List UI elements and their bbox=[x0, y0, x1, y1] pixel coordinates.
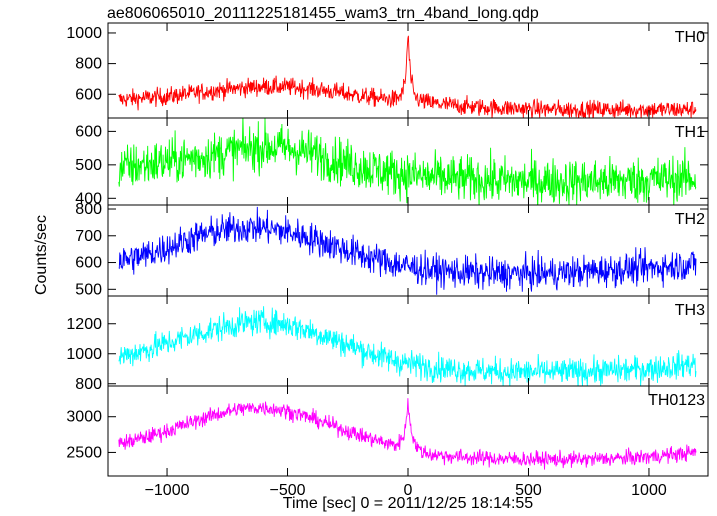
y-tick-label: 2500 bbox=[66, 444, 102, 461]
x-tick-label: 500 bbox=[515, 482, 542, 499]
x-axis-label: Time [sec] 0 = 2011/12/25 18:14:55 bbox=[282, 495, 534, 512]
y-tick-label: 1000 bbox=[66, 346, 102, 363]
panel-th0: 600 800 1000 TH0 bbox=[66, 22, 709, 119]
x-tick-label: 1000 bbox=[631, 482, 667, 499]
y-tick-label: 600 bbox=[75, 86, 102, 103]
chart-title: ae806065010_20111225181455_wam3_trn_4ban… bbox=[107, 5, 539, 22]
series-line-th0123 bbox=[118, 398, 697, 470]
panel-label-th0: TH0 bbox=[675, 29, 705, 46]
series-line-th0 bbox=[118, 35, 697, 118]
panel-label-th3: TH3 bbox=[675, 302, 705, 319]
y-tick-label: 1000 bbox=[66, 25, 102, 42]
y-tick-label: 600 bbox=[75, 123, 102, 140]
panel-frame bbox=[107, 204, 709, 297]
panel-th0123: 2500 3000 TH0123 bbox=[66, 385, 709, 477]
panel-label-th2: TH2 bbox=[675, 211, 705, 228]
panel-th1: 400 500 600 TH1 bbox=[75, 117, 709, 207]
panel-th2: 500 600 700 800 TH2 bbox=[75, 201, 709, 298]
y-tick-label: 500 bbox=[75, 281, 102, 298]
series-line-th2 bbox=[118, 206, 697, 295]
y-tick-label: 800 bbox=[75, 201, 102, 218]
y-tick-label: 800 bbox=[75, 376, 102, 393]
y-tick-label: 500 bbox=[75, 157, 102, 174]
y-tick-label: 700 bbox=[75, 228, 102, 245]
x-tick-label: −500 bbox=[269, 482, 305, 499]
x-tick-label: 0 bbox=[404, 482, 413, 499]
y-tick-label: 1200 bbox=[66, 316, 102, 333]
series-line-th3 bbox=[118, 306, 697, 386]
y-tick-label: 600 bbox=[75, 255, 102, 272]
x-tick-label: −1000 bbox=[145, 482, 190, 499]
panel-th3: 800 1000 1200 TH3 bbox=[66, 295, 709, 393]
y-tick-label: 3000 bbox=[66, 409, 102, 426]
y-tick-label: 400 bbox=[75, 190, 102, 207]
y-axis-label: Counts/sec bbox=[33, 214, 50, 296]
series-line-th1 bbox=[118, 118, 697, 205]
panel-label-th1: TH1 bbox=[675, 124, 705, 141]
y-tick-label: 800 bbox=[75, 56, 102, 73]
panel-label-th0123: TH0123 bbox=[648, 392, 705, 409]
